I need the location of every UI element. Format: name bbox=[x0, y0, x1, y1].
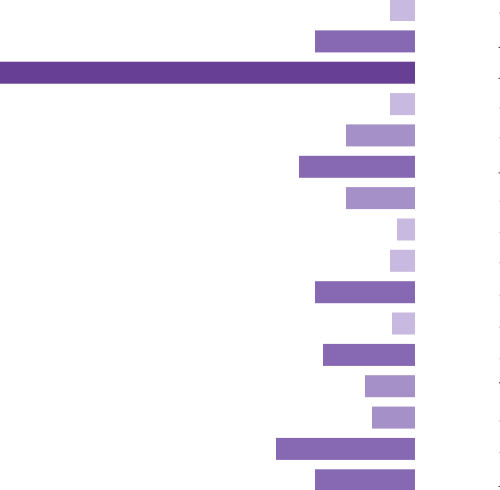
bars-layer bbox=[0, 0, 415, 490]
bar-0 bbox=[390, 0, 415, 21]
bar-14 bbox=[276, 437, 415, 460]
bar-6 bbox=[346, 187, 415, 210]
bar-3 bbox=[390, 93, 415, 116]
bar-8 bbox=[390, 249, 415, 272]
bar-13 bbox=[372, 406, 415, 429]
bar-15 bbox=[315, 469, 415, 490]
bar-2 bbox=[0, 61, 415, 84]
category-label-1: استخر و ماساژ bbox=[498, 35, 500, 48]
bar-12 bbox=[365, 375, 415, 398]
bar-7 bbox=[397, 218, 415, 241]
bar-9 bbox=[315, 281, 415, 304]
bar-11 bbox=[323, 343, 415, 366]
category-label-15: سایر bbox=[498, 474, 500, 487]
bar-10 bbox=[392, 312, 415, 335]
bar-5 bbox=[299, 155, 415, 178]
category-label-5: پاراگلایدر bbox=[498, 161, 500, 174]
bar-4 bbox=[346, 124, 415, 147]
category-label-2: اتاق فرار bbox=[498, 67, 500, 80]
bar-1 bbox=[315, 30, 415, 53]
